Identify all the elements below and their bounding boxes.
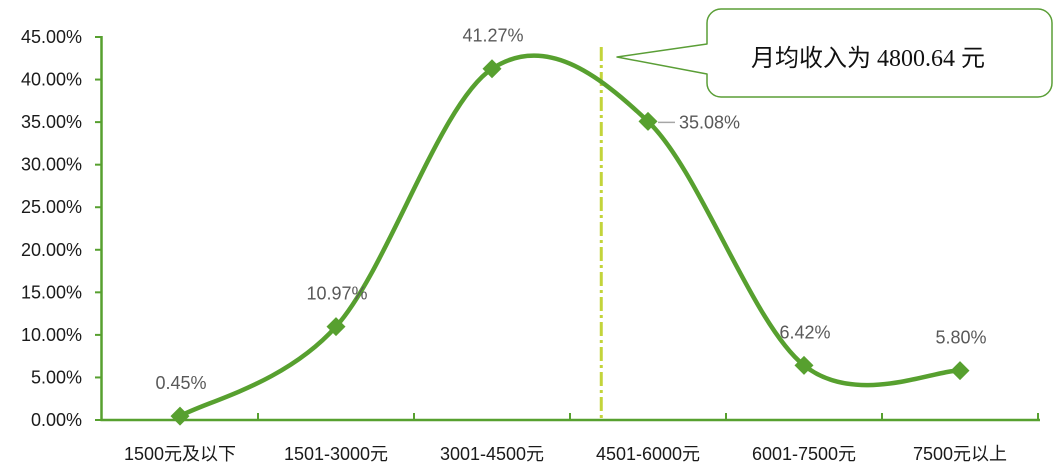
y-tick-label: 25.00%: [21, 197, 82, 217]
y-tick-label: 40.00%: [21, 70, 82, 90]
data-label: 5.80%: [935, 328, 986, 348]
y-axis: 0.00% 5.00% 10.00% 15.00% 20.00% 25.00% 30.00%…: [21, 27, 103, 430]
x-axis: 1500元及以下 1501-3000元 3001-4500元 4501-6000元 60…: [100, 413, 1040, 464]
series-layer: [170, 53, 970, 426]
x-category-label: 3001-4500元: [440, 444, 544, 464]
y-tick-label: 30.00%: [21, 155, 82, 175]
y-tick-label: 0.00%: [31, 410, 82, 430]
data-label: 35.08%: [679, 112, 740, 132]
data-label-layer: 0.45% 10.97% 41.27% 35.08% 6.42% 5.80%: [155, 26, 986, 393]
y-tick-label: 5.00%: [31, 367, 82, 387]
data-point-marker: [638, 111, 658, 131]
y-tick-label: 45.00%: [21, 27, 82, 47]
data-point-marker: [170, 406, 190, 426]
series-line: [177, 53, 963, 419]
x-category-label: 1501-3000元: [284, 444, 388, 464]
data-label: 0.45%: [155, 373, 206, 393]
data-label: 10.97%: [306, 284, 367, 304]
callout-text: 月均收入为 4800.64 元: [751, 45, 985, 72]
y-tick-label: 10.00%: [21, 325, 82, 345]
x-category-label: 4501-6000元: [596, 444, 700, 464]
data-label: 41.27%: [462, 26, 523, 46]
data-point-marker: [326, 317, 346, 337]
y-tick-label: 15.00%: [21, 282, 82, 302]
y-tick-label: 35.00%: [21, 112, 82, 132]
x-category-label: 6001-7500元: [752, 444, 856, 464]
data-point-marker: [794, 355, 814, 375]
data-label: 6.42%: [779, 322, 830, 342]
callout-box: [616, 8, 1053, 98]
x-category-label: 7500元以上: [913, 444, 1007, 464]
x-category-label: 1500元及以下: [124, 444, 236, 464]
data-point-marker: [950, 361, 970, 381]
y-tick-label: 20.00%: [21, 240, 82, 260]
callout: 月均收入为 4800.64 元: [616, 8, 1053, 98]
data-point-marker: [482, 59, 502, 79]
